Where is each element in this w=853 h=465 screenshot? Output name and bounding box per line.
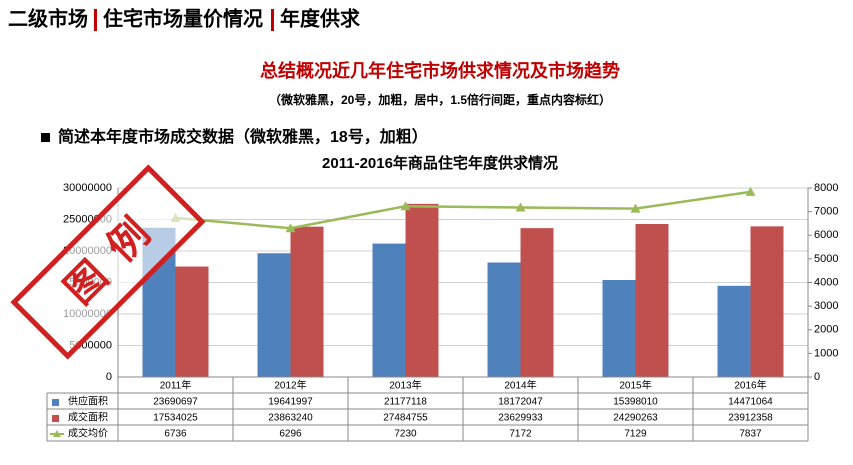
table-value: 18172047 <box>498 397 543 408</box>
table-value: 7129 <box>624 429 647 440</box>
header-part: 年度供求 <box>280 6 361 30</box>
separator <box>94 9 97 31</box>
y-tick-label: 0 <box>106 371 112 383</box>
legend-label: 成交面积 <box>68 411 108 424</box>
bar <box>175 266 209 377</box>
table-value: 15398010 <box>613 397 658 408</box>
table-value: 23912358 <box>728 413 773 424</box>
y2-tick-label: 6000 <box>814 229 838 241</box>
separator <box>271 9 274 31</box>
legend-swatch <box>52 415 59 422</box>
x-tick-label: 2014年 <box>504 379 536 392</box>
plot: 0500000010000000150000002000000025000000… <box>46 182 838 442</box>
table-value: 23629933 <box>498 413 543 424</box>
legend-label: 供应面积 <box>68 395 108 408</box>
x-tick-label: 2013年 <box>389 379 421 392</box>
y2-tick-label: 8000 <box>814 182 838 194</box>
header-part: 二级市场 <box>8 6 88 30</box>
x-tick-label: 2016年 <box>734 379 766 392</box>
subline: （微软雅黑，20号，加粗，居中，1.5倍行间距，重点内容标红） <box>269 92 611 107</box>
table-value: 14471064 <box>728 397 773 408</box>
table-value: 24290263 <box>613 413 658 424</box>
table-value: 27484755 <box>383 413 428 424</box>
table-value: 23690697 <box>153 397 198 408</box>
legend-swatch <box>52 399 59 406</box>
table-value: 21177118 <box>384 397 427 408</box>
marker <box>745 186 756 196</box>
x-tick-label: 2012年 <box>274 379 306 392</box>
headline: 总结概况近几年住宅市场供求情况及市场趋势 <box>260 60 620 81</box>
chart-title: 2011-2016年商品住宅年度供求情况 <box>322 154 558 172</box>
bar <box>487 262 521 377</box>
y2-tick-label: 7000 <box>814 206 838 218</box>
table-value: 7837 <box>739 429 762 440</box>
y2-tick-label: 4000 <box>814 276 838 288</box>
y2-tick-label: 5000 <box>814 253 838 265</box>
x-tick-label: 2011年 <box>160 379 192 392</box>
y-tick-label: 30000000 <box>63 182 112 194</box>
marker <box>630 203 641 213</box>
stamp: 图 例 <box>10 164 206 360</box>
marker <box>400 201 411 211</box>
table-value: 6296 <box>279 429 302 440</box>
y2-tick-label: 0 <box>814 371 820 383</box>
bar <box>290 226 324 377</box>
bar <box>257 253 291 377</box>
y2-tick-label: 1000 <box>814 347 838 359</box>
bar <box>750 226 784 377</box>
y2-tick-label: 3000 <box>814 300 838 312</box>
table-value: 7172 <box>509 429 532 440</box>
bar <box>405 203 439 377</box>
marker <box>515 202 526 212</box>
bar <box>520 228 554 377</box>
table-value: 23863240 <box>268 413 313 424</box>
bullet-mark <box>41 133 50 142</box>
bullet-text: 简述本年度市场成交数据（微软雅黑，18号，加粗） <box>58 127 428 146</box>
line <box>175 190 751 230</box>
table-value: 19641997 <box>268 397 313 408</box>
header-part: 住宅市场量价情况 <box>103 6 263 30</box>
bar <box>635 223 669 377</box>
legend-label: 成交均价 <box>68 427 108 440</box>
bar <box>717 285 751 377</box>
bar <box>372 243 406 377</box>
table-value: 7230 <box>394 429 417 440</box>
y2-tick-label: 2000 <box>814 324 838 336</box>
x-tick-label: 2015年 <box>619 379 651 392</box>
marker <box>285 223 296 233</box>
legend-swatch <box>53 430 61 437</box>
bar <box>602 279 636 377</box>
stamp-frame <box>10 164 206 360</box>
table-value: 6736 <box>164 429 187 440</box>
table-value: 17534025 <box>153 413 198 424</box>
